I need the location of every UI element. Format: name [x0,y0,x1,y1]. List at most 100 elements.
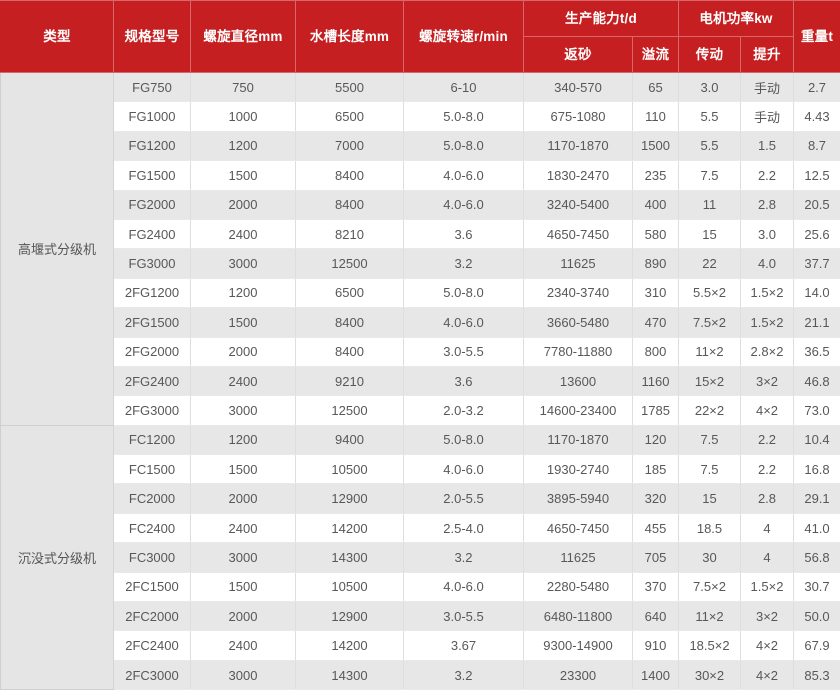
cell-motor-lift: 手动 [741,73,794,102]
cell-tank-length: 8400 [296,161,404,190]
cell-motor-drive: 7.5×2 [679,308,741,337]
cell-spiral-diameter: 750 [191,73,296,102]
cell-model: 2FC1500 [114,572,191,601]
cell-spiral-speed: 3.0-5.5 [404,602,524,631]
cell-capacity-sand: 2280-5480 [524,572,633,601]
cell-motor-lift: 4 [741,513,794,542]
cell-motor-drive: 7.5 [679,161,741,190]
cell-model: FC3000 [114,543,191,572]
cell-spiral-speed: 6-10 [404,73,524,102]
cell-weight: 21.1 [794,308,840,337]
cell-model: 2FC2400 [114,631,191,660]
header-capacity-overflow: 溢流 [633,37,679,73]
cell-capacity-sand: 3240-5400 [524,190,633,219]
cell-motor-lift: 手动 [741,102,794,131]
cell-tank-length: 5500 [296,73,404,102]
header-spiral-diameter: 螺旋直径mm [191,1,296,73]
cell-weight: 41.0 [794,513,840,542]
cell-capacity-sand: 1930-2740 [524,455,633,484]
group-label-2: 沉没式分级机 [1,425,114,690]
cell-capacity-overflow: 910 [633,631,679,660]
cell-motor-lift: 4×2 [741,660,794,689]
cell-spiral-speed: 4.0-6.0 [404,308,524,337]
cell-capacity-sand: 3895-5940 [524,484,633,513]
cell-spiral-speed: 4.0-6.0 [404,572,524,601]
cell-motor-drive: 30 [679,543,741,572]
cell-capacity-sand: 1170-1870 [524,131,633,160]
cell-tank-length: 14300 [296,660,404,689]
cell-model: 2FG3000 [114,396,191,425]
cell-motor-drive: 7.5 [679,455,741,484]
cell-capacity-sand: 23300 [524,660,633,689]
cell-spiral-speed: 4.0-6.0 [404,455,524,484]
header-weight: 重量t [794,1,840,73]
cell-tank-length: 10500 [296,455,404,484]
cell-motor-drive: 11×2 [679,602,741,631]
cell-motor-drive: 3.0 [679,73,741,102]
cell-capacity-overflow: 800 [633,337,679,366]
cell-weight: 25.6 [794,219,840,248]
cell-model: 2FG2000 [114,337,191,366]
header-motor-lift: 提升 [741,37,794,73]
cell-weight: 73.0 [794,396,840,425]
cell-tank-length: 8400 [296,190,404,219]
cell-spiral-speed: 5.0-8.0 [404,102,524,131]
cell-tank-length: 12900 [296,484,404,513]
header-model: 规格型号 [114,1,191,73]
cell-model: FG2400 [114,219,191,248]
table-header: 类型 规格型号 螺旋直径mm 水槽长度mm 螺旋转速r/min 生产能力t/d … [1,1,840,73]
cell-capacity-sand: 4650-7450 [524,513,633,542]
cell-capacity-overflow: 455 [633,513,679,542]
cell-spiral-diameter: 1200 [191,425,296,454]
cell-capacity-overflow: 370 [633,572,679,601]
cell-model: 2FG1500 [114,308,191,337]
cell-spiral-speed: 5.0-8.0 [404,425,524,454]
cell-model: FG750 [114,73,191,102]
cell-spiral-speed: 5.0-8.0 [404,131,524,160]
cell-capacity-sand: 4650-7450 [524,219,633,248]
cell-model: 2FG1200 [114,278,191,307]
cell-motor-drive: 5.5×2 [679,278,741,307]
cell-capacity-overflow: 235 [633,161,679,190]
cell-motor-lift: 1.5×2 [741,278,794,307]
cell-capacity-sand: 7780-11880 [524,337,633,366]
cell-weight: 56.8 [794,543,840,572]
cell-weight: 36.5 [794,337,840,366]
cell-motor-drive: 18.5 [679,513,741,542]
cell-weight: 8.7 [794,131,840,160]
cell-spiral-diameter: 2400 [191,631,296,660]
cell-spiral-diameter: 3000 [191,396,296,425]
cell-weight: 20.5 [794,190,840,219]
cell-motor-drive: 15 [679,219,741,248]
cell-spiral-speed: 4.0-6.0 [404,190,524,219]
cell-model: FC1500 [114,455,191,484]
cell-capacity-overflow: 320 [633,484,679,513]
cell-capacity-overflow: 65 [633,73,679,102]
cell-capacity-sand: 2340-3740 [524,278,633,307]
header-row-top: 类型 规格型号 螺旋直径mm 水槽长度mm 螺旋转速r/min 生产能力t/d … [1,1,840,37]
cell-spiral-speed: 3.2 [404,660,524,689]
cell-spiral-diameter: 2000 [191,337,296,366]
cell-motor-drive: 7.5 [679,425,741,454]
cell-capacity-sand: 340-570 [524,73,633,102]
cell-tank-length: 6500 [296,102,404,131]
cell-spiral-speed: 3.6 [404,219,524,248]
cell-tank-length: 10500 [296,572,404,601]
cell-spiral-diameter: 1500 [191,308,296,337]
cell-tank-length: 9400 [296,425,404,454]
cell-motor-lift: 2.8 [741,484,794,513]
cell-spiral-diameter: 3000 [191,543,296,572]
cell-spiral-diameter: 1200 [191,278,296,307]
cell-spiral-diameter: 1200 [191,131,296,160]
header-tank-length: 水槽长度mm [296,1,404,73]
cell-model: 2FC2000 [114,602,191,631]
cell-motor-lift: 2.8 [741,190,794,219]
cell-model: FG2000 [114,190,191,219]
